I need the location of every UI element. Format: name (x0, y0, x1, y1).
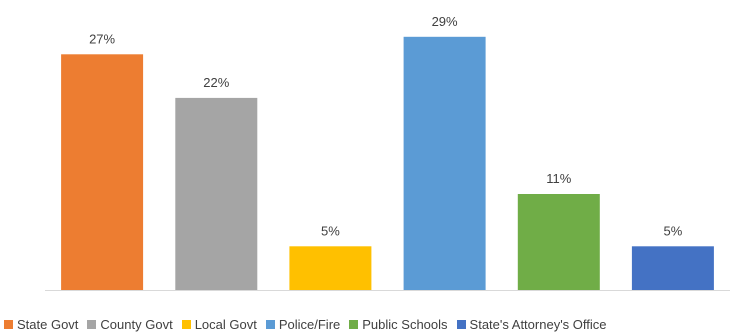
bar-state-s-attorney-s-office (631, 246, 714, 290)
data-labels-group: 27% 22% 5% 29% 11% 5% (89, 14, 683, 239)
legend-label-state-govt: State Govt (17, 316, 79, 332)
legend-item-police-fire: Police/Fire (265, 316, 341, 332)
data-label-county-govt: 22% (203, 75, 229, 90)
legend-label-local-govt: Local Govt (194, 316, 257, 332)
legend-swatch-county-govt (87, 319, 97, 329)
legend-item-county-govt: County Govt (87, 316, 173, 332)
bar-public-schools (517, 194, 600, 290)
data-label-local-govt: 5% (321, 223, 340, 238)
data-label-public-schools: 11% (546, 171, 571, 186)
legend: State Govt County Govt Local Govt Police/Fi… (4, 316, 607, 332)
legend-swatch-state-govt (4, 319, 13, 329)
legend-label-public-schools: Public Schools (362, 316, 448, 332)
data-label-state-s-attorney-s-office: 5% (664, 223, 683, 238)
bars-group (61, 36, 714, 291)
bar-local-govt (289, 246, 372, 290)
legend-item-local-govt: Local Govt (181, 316, 257, 332)
legend-swatch-public-schools (349, 319, 359, 329)
legend-label-state-s-attorney-s-office: State's Attorney's Office (469, 316, 607, 332)
legend-label-police-fire: Police/Fire (278, 316, 341, 332)
legend-swatch-police-fire (265, 319, 275, 329)
bar-county-govt (175, 97, 258, 291)
legend-item-state-s-attorney-s-office: State's Attorney's Office (456, 316, 607, 332)
data-label-police-fire: 29% (432, 14, 458, 29)
legend-swatch-local-govt (181, 319, 191, 329)
legend-item-state-govt: State Govt (4, 317, 78, 332)
data-label-state-govt: 27% (89, 31, 115, 46)
legend-item-public-schools: Public Schools (349, 316, 448, 332)
legend-swatch-state-s-attorney-s-office (456, 319, 466, 329)
legend-label-county-govt: County Govt (100, 316, 173, 332)
bar-police-fire (403, 36, 486, 290)
bar-state-govt (61, 54, 144, 290)
